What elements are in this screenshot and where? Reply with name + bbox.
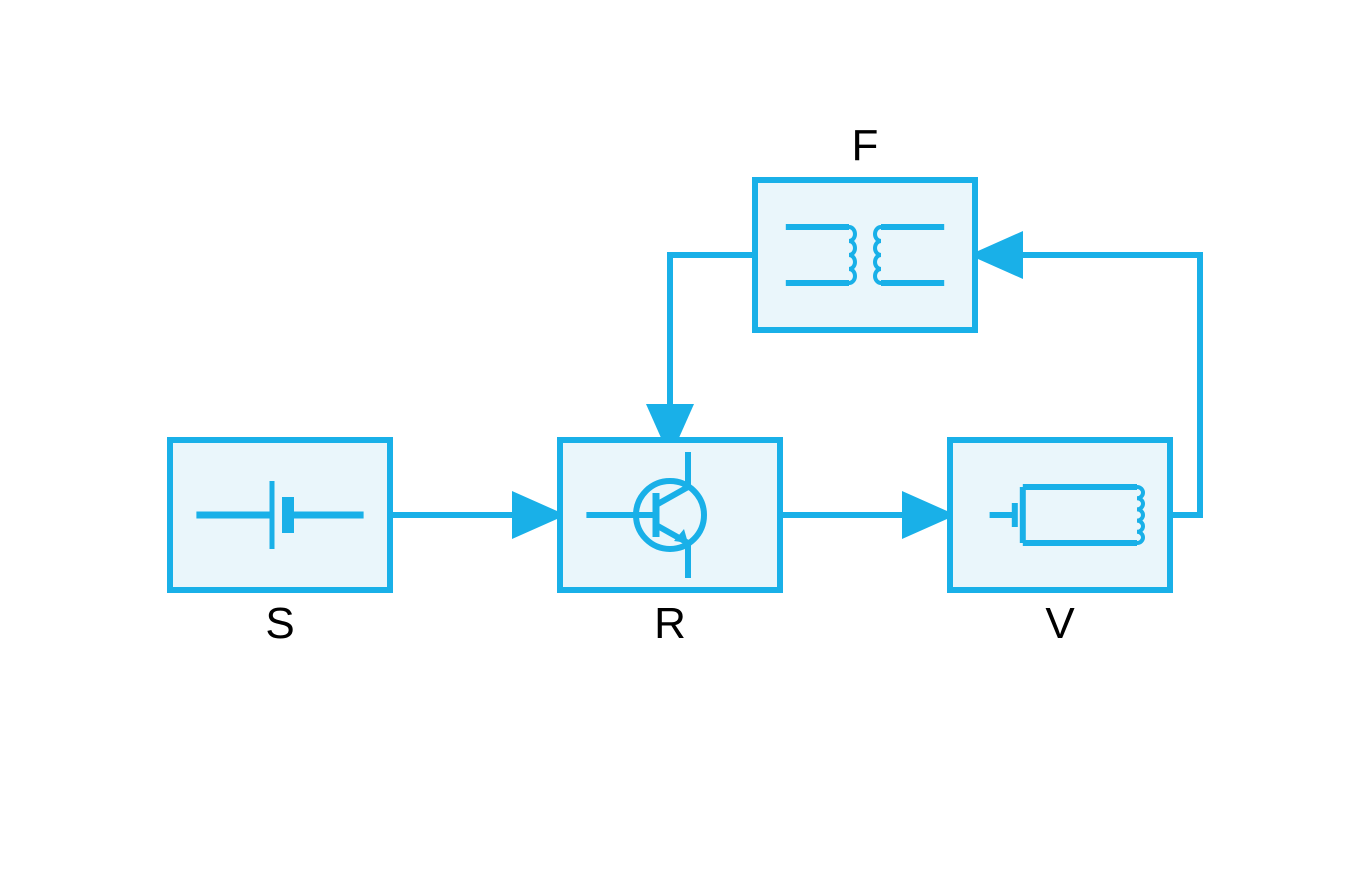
block-F [755, 180, 975, 330]
block-R [560, 440, 780, 590]
block-diagram: S R V F [0, 0, 1350, 878]
block-S [170, 440, 390, 590]
label-S: S [265, 599, 294, 648]
label-V: V [1045, 599, 1075, 648]
block-V [950, 440, 1170, 590]
label-R: R [654, 599, 686, 648]
edge-F-R [670, 255, 755, 446]
label-F: F [852, 121, 879, 170]
